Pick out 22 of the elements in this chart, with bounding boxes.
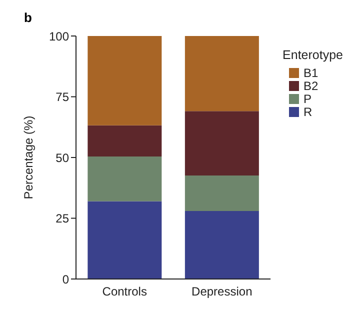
x-tick-label: Depression: [192, 284, 252, 299]
y-axis-title: Percentage (%): [21, 116, 36, 200]
y-tick-label: 100: [48, 29, 70, 44]
bar: [88, 156, 162, 202]
legend-title: Enterotype: [282, 48, 343, 62]
y-tick-label: 75: [56, 90, 70, 104]
legend-label: R: [304, 104, 312, 118]
bar: [184, 210, 259, 279]
legend-label: B1: [304, 66, 318, 80]
bar: [88, 125, 162, 157]
bar: [184, 36, 259, 112]
y-tick-label: 50: [56, 150, 70, 165]
y-tick-label: 25: [56, 212, 70, 226]
legend-label: B2: [304, 78, 318, 92]
bar: [184, 175, 259, 211]
bar: [88, 36, 162, 126]
y-tick-label: 0: [62, 272, 70, 286]
chart-title: b: [24, 10, 32, 25]
x-tick-label: Controls: [102, 284, 147, 299]
legend-label: P: [304, 92, 312, 106]
bar: [88, 201, 162, 279]
bar: [184, 111, 259, 176]
